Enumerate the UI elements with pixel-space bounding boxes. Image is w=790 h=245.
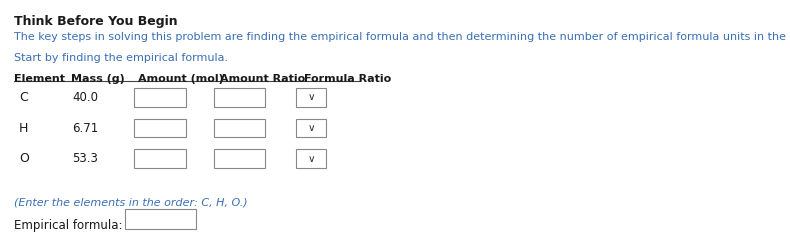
FancyBboxPatch shape: [134, 149, 186, 168]
Text: Start by finding the empirical formula.: Start by finding the empirical formula.: [14, 53, 228, 63]
FancyBboxPatch shape: [214, 119, 265, 137]
Text: Formula Ratio: Formula Ratio: [304, 74, 391, 84]
Text: 6.71: 6.71: [72, 122, 99, 135]
Text: (Enter the elements in the order: C, H, O.): (Enter the elements in the order: C, H, …: [14, 197, 248, 207]
Text: ∨: ∨: [307, 92, 315, 102]
FancyBboxPatch shape: [296, 119, 326, 137]
Text: ∨: ∨: [307, 154, 315, 164]
FancyBboxPatch shape: [296, 149, 326, 168]
Text: ∨: ∨: [307, 123, 315, 133]
FancyBboxPatch shape: [214, 149, 265, 168]
Text: Think Before You Begin: Think Before You Begin: [14, 15, 178, 28]
FancyBboxPatch shape: [296, 88, 326, 107]
Text: The key steps in solving this problem are finding the empirical formula and then: The key steps in solving this problem ar…: [14, 32, 790, 42]
Text: Amount (mol): Amount (mol): [138, 74, 224, 84]
Text: C: C: [19, 91, 28, 104]
Text: H: H: [19, 122, 28, 135]
FancyBboxPatch shape: [134, 88, 186, 107]
FancyBboxPatch shape: [214, 88, 265, 107]
FancyBboxPatch shape: [134, 119, 186, 137]
Text: Amount Ratio: Amount Ratio: [220, 74, 305, 84]
Text: 40.0: 40.0: [73, 91, 98, 104]
Text: Empirical formula:: Empirical formula:: [14, 219, 122, 232]
FancyBboxPatch shape: [125, 209, 196, 229]
Text: Element: Element: [14, 74, 66, 84]
Text: O: O: [19, 152, 28, 165]
Text: Mass (g): Mass (g): [71, 74, 125, 84]
Text: 53.3: 53.3: [73, 152, 98, 165]
